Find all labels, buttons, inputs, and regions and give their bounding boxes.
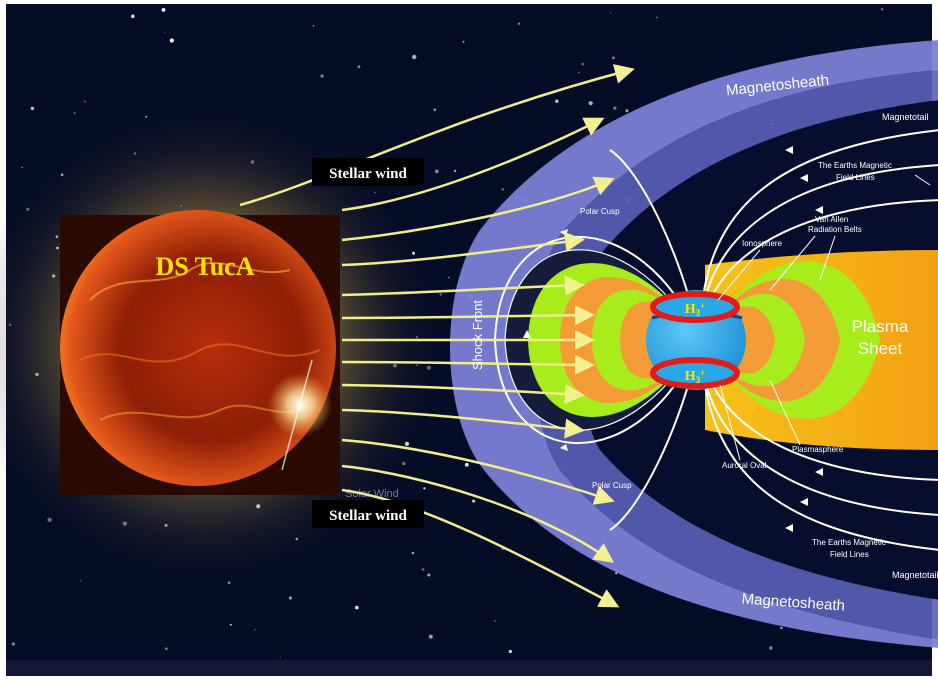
- wind-arrow: [239, 64, 635, 207]
- star-name: DS TucA: [156, 252, 255, 281]
- star-dot: [357, 65, 361, 69]
- label-plasmasphere: Plasmasphere: [792, 445, 844, 454]
- wind-arrow: [341, 305, 595, 326]
- label-field-lines-top-1: The Earths Magnetic: [818, 161, 892, 170]
- star-dot: [448, 276, 450, 279]
- label-polar-cusp-bottom: Polar Cusp: [592, 481, 632, 490]
- star-dot: [229, 623, 232, 626]
- star-dot: [312, 25, 315, 27]
- label-ionosphere: Ionosphere: [742, 239, 783, 248]
- label-auroral-oval: Auroral Oval: [722, 461, 767, 470]
- star-dot: [453, 169, 457, 173]
- star-dot: [411, 551, 415, 555]
- wind-arrow: [341, 231, 585, 267]
- star-dot: [355, 605, 359, 610]
- star-dot: [254, 629, 256, 631]
- wind-arrow: [341, 275, 585, 297]
- star-dot: [656, 16, 658, 19]
- star-dot: [578, 71, 580, 74]
- star-dot: [412, 54, 417, 60]
- star-dot: [464, 462, 469, 467]
- label-field-lines-top-2: Field Lines: [836, 173, 875, 182]
- star-dot: [131, 14, 135, 19]
- aurora-bottom: [650, 357, 740, 389]
- label-van-allen-2: Radiation Belts: [808, 225, 862, 234]
- star-dot: [612, 56, 615, 60]
- wind-label-top: Stellar wind: [329, 166, 407, 182]
- wind-arrow: [341, 176, 615, 242]
- star-dot: [439, 293, 442, 296]
- wind-arrow: [341, 408, 585, 439]
- star-dot: [164, 31, 166, 33]
- star-dot: [508, 649, 512, 654]
- star-dot: [11, 642, 15, 646]
- star-dot: [780, 626, 783, 630]
- label-pointers: [717, 174, 931, 461]
- star-dot: [279, 656, 281, 658]
- label-shock-front: Shock Front: [470, 300, 485, 370]
- star-dot: [610, 12, 612, 14]
- aurora-top: [650, 291, 740, 323]
- star-dot: [169, 38, 174, 43]
- h3-label-top: H3+: [685, 301, 706, 318]
- label-plasma-sheet-1: Plasma: [852, 317, 909, 336]
- star-dot: [30, 106, 35, 111]
- star-dot: [161, 7, 166, 12]
- label-field-lines-bottom-2: Field Lines: [830, 550, 869, 559]
- star-dot: [581, 62, 584, 66]
- star-dot: [625, 109, 629, 113]
- wind-arrow: [341, 488, 620, 608]
- star-dot: [73, 112, 76, 114]
- magnetosheath: [450, 40, 938, 648]
- star-dot: [555, 99, 559, 103]
- wind-arrow: [341, 383, 585, 405]
- wind-arrow: [341, 438, 615, 505]
- label-field-lines-bottom-1: The Earths Magnetic: [812, 538, 886, 547]
- label-magnetotail-top: Magnetotail: [882, 112, 929, 122]
- star-dot: [320, 74, 324, 78]
- label-polar-cusp-top: Polar Cusp: [580, 207, 620, 216]
- star: [60, 210, 340, 495]
- star-dot: [428, 634, 433, 639]
- label-van-allen-1: Van Allen: [815, 215, 848, 224]
- field-line-arrows: [523, 146, 823, 532]
- h3-label-bottom: H3+: [685, 368, 706, 385]
- star-dot: [615, 572, 618, 575]
- star-dot: [613, 106, 617, 110]
- wind-label-bottom: Stellar wind: [329, 508, 407, 524]
- star-dot: [518, 22, 521, 25]
- wind-arrow: [341, 464, 615, 563]
- star-dot: [421, 568, 425, 571]
- wind-label-top-box: [312, 158, 424, 186]
- star-dot: [84, 100, 86, 103]
- star-dot: [434, 169, 439, 174]
- star-dot: [462, 40, 465, 43]
- star-dot: [501, 188, 504, 191]
- label-plasma-sheet-2: Sheet: [858, 339, 903, 358]
- star-dot: [472, 499, 476, 503]
- star-dot: [881, 8, 884, 11]
- wind-arrow: [341, 117, 605, 212]
- star-dot: [80, 580, 82, 582]
- star-dot: [165, 647, 168, 650]
- star-dot: [288, 596, 292, 600]
- star-dot: [427, 573, 431, 577]
- star-dot: [423, 487, 426, 490]
- stellar-wind-arrows: [239, 64, 635, 608]
- label-magnetotail-bottom: Magnetotail: [892, 570, 938, 580]
- star-dot: [494, 620, 496, 622]
- wind-label-faint: Solar Wind: [345, 488, 399, 500]
- star-dot: [588, 101, 593, 106]
- star-dot: [433, 108, 437, 112]
- wind-arrow: [341, 354, 595, 375]
- wind-label-bottom-box: [312, 500, 424, 528]
- star-dot: [769, 646, 773, 650]
- star-dot: [21, 166, 24, 169]
